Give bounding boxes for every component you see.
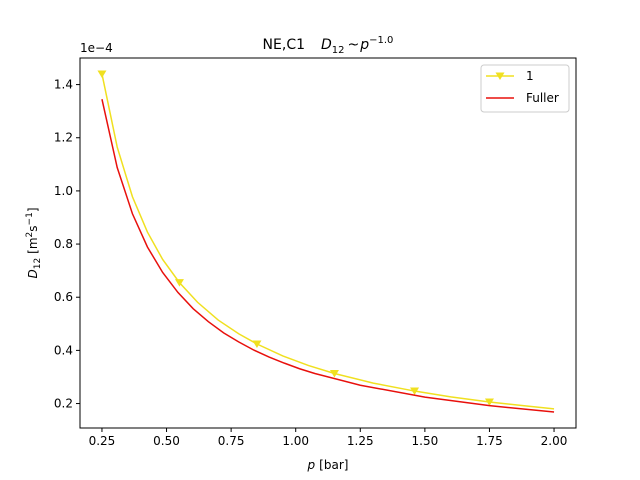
y-offset-label: 1e−4	[80, 41, 113, 55]
plot-series	[97, 70, 555, 413]
legend-label-fuller: Fuller	[526, 91, 559, 105]
y-tick-label: 0.6	[54, 290, 73, 304]
series-1-marker	[252, 340, 262, 349]
x-tick-label: 1.25	[347, 434, 374, 448]
x-axis-label: p [bar]	[307, 458, 349, 472]
x-tick-label: 1.75	[476, 434, 503, 448]
y-tick-label: 1.4	[54, 78, 73, 92]
x-tick-label: 1.50	[412, 434, 439, 448]
series-line-fuller	[101, 99, 555, 413]
y-axis-label: D12[m2s−1]	[25, 207, 43, 278]
legend-label-1: 1	[526, 69, 534, 83]
y-axis-ticks: 0.2 0.4 0.6 0.8 1.0 1.2 1.4	[54, 78, 80, 411]
x-tick-label: 0.25	[89, 434, 116, 448]
x-tick-label: 0.75	[218, 434, 245, 448]
y-tick-label: 0.8	[54, 237, 73, 251]
series-1-marker	[329, 370, 339, 378]
x-tick-label: 0.50	[153, 434, 180, 448]
chart-title: NE,C1 D12 ~p−1.0	[263, 35, 394, 56]
y-tick-label: 0.2	[54, 397, 73, 411]
legend: 1 Fuller	[480, 64, 570, 113]
series-1-marker	[174, 279, 184, 287]
legend-marker-1	[495, 72, 505, 80]
series-1-marker	[97, 70, 107, 78]
y-tick-label: 1.0	[54, 184, 73, 198]
x-tick-label: 2.00	[541, 434, 568, 448]
y-tick-label: 0.4	[54, 343, 73, 357]
y-tick-label: 1.2	[54, 131, 73, 145]
x-tick-label: 1.00	[282, 434, 309, 448]
series-1-marker	[484, 398, 494, 406]
x-axis-ticks: 0.25 0.50 0.75 1.00 1.25 1.50 1.75 2.00	[89, 428, 568, 448]
series-1-marker	[410, 387, 420, 396]
axes-frame	[79, 57, 577, 429]
